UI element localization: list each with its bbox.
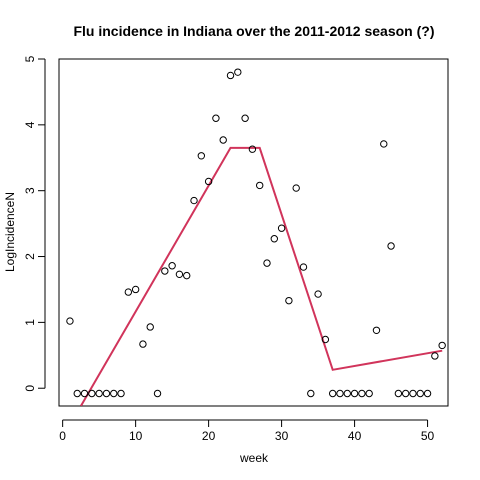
fit-line-group [80, 146, 443, 406]
x-axis: 0 10 20 30 40 50 [59, 419, 435, 443]
data-point [380, 140, 388, 148]
data-point [423, 389, 432, 398]
data-point [110, 389, 118, 398]
x-tick-label: 30 [275, 429, 289, 443]
x-tick-label: 20 [202, 429, 216, 443]
data-point [234, 68, 242, 76]
x-tick-label: 10 [129, 429, 143, 443]
data-point [241, 114, 249, 122]
data-point [299, 263, 308, 271]
data-point [102, 389, 111, 398]
data-point [226, 71, 235, 80]
x-tick-label: 40 [348, 429, 362, 443]
data-point [409, 389, 417, 398]
y-tick-label: 2 [23, 253, 37, 260]
data-point [416, 389, 424, 398]
data-point [146, 323, 154, 331]
data-point [256, 181, 264, 190]
fit-line [80, 146, 443, 406]
data-point [277, 224, 286, 232]
data-point [372, 326, 381, 334]
data-point [168, 262, 176, 270]
points-group [66, 68, 446, 398]
data-point [263, 259, 271, 267]
data-point [292, 184, 300, 192]
data-point [285, 296, 293, 305]
data-point [350, 389, 359, 398]
x-tick-label: 0 [59, 429, 66, 443]
data-point [219, 136, 227, 144]
y-tick-label: 5 [23, 55, 37, 62]
y-tick-label: 1 [23, 319, 37, 326]
data-point [131, 285, 140, 294]
x-axis-label: week [239, 451, 269, 465]
data-point [365, 389, 373, 398]
plot-frame [58, 58, 449, 407]
x-tick-label: 50 [421, 429, 435, 443]
data-point [394, 389, 403, 398]
y-axis: 0 1 2 3 4 5 [23, 55, 46, 392]
data-point [321, 335, 330, 344]
y-tick-label: 0 [23, 385, 37, 392]
data-point [153, 389, 162, 398]
y-tick-label: 4 [23, 121, 37, 128]
data-point [358, 389, 366, 398]
data-point [328, 389, 337, 398]
data-point [438, 341, 446, 350]
data-point [336, 389, 344, 398]
data-point [95, 389, 103, 398]
data-point [183, 271, 191, 280]
data-point [124, 288, 133, 296]
data-point [161, 267, 169, 275]
data-point [248, 145, 257, 153]
data-point [270, 235, 279, 243]
data-point [204, 177, 213, 186]
data-point [307, 389, 315, 398]
data-point [343, 389, 351, 398]
y-tick-label: 3 [23, 187, 37, 194]
data-point [387, 242, 395, 250]
data-point [431, 352, 439, 360]
data-point [197, 152, 206, 160]
data-point [66, 317, 74, 325]
data-point [401, 389, 410, 398]
chart-title: Flu incidence in Indiana over the 2011-2… [73, 23, 434, 39]
data-point [117, 389, 125, 398]
data-point [314, 290, 322, 298]
data-point [175, 270, 184, 279]
y-axis-label: LogIncidenceN [3, 192, 17, 272]
data-point [212, 114, 220, 122]
data-point [139, 340, 147, 348]
data-point [80, 389, 89, 398]
data-point [73, 389, 81, 398]
data-point [88, 389, 96, 398]
data-point [190, 196, 198, 205]
